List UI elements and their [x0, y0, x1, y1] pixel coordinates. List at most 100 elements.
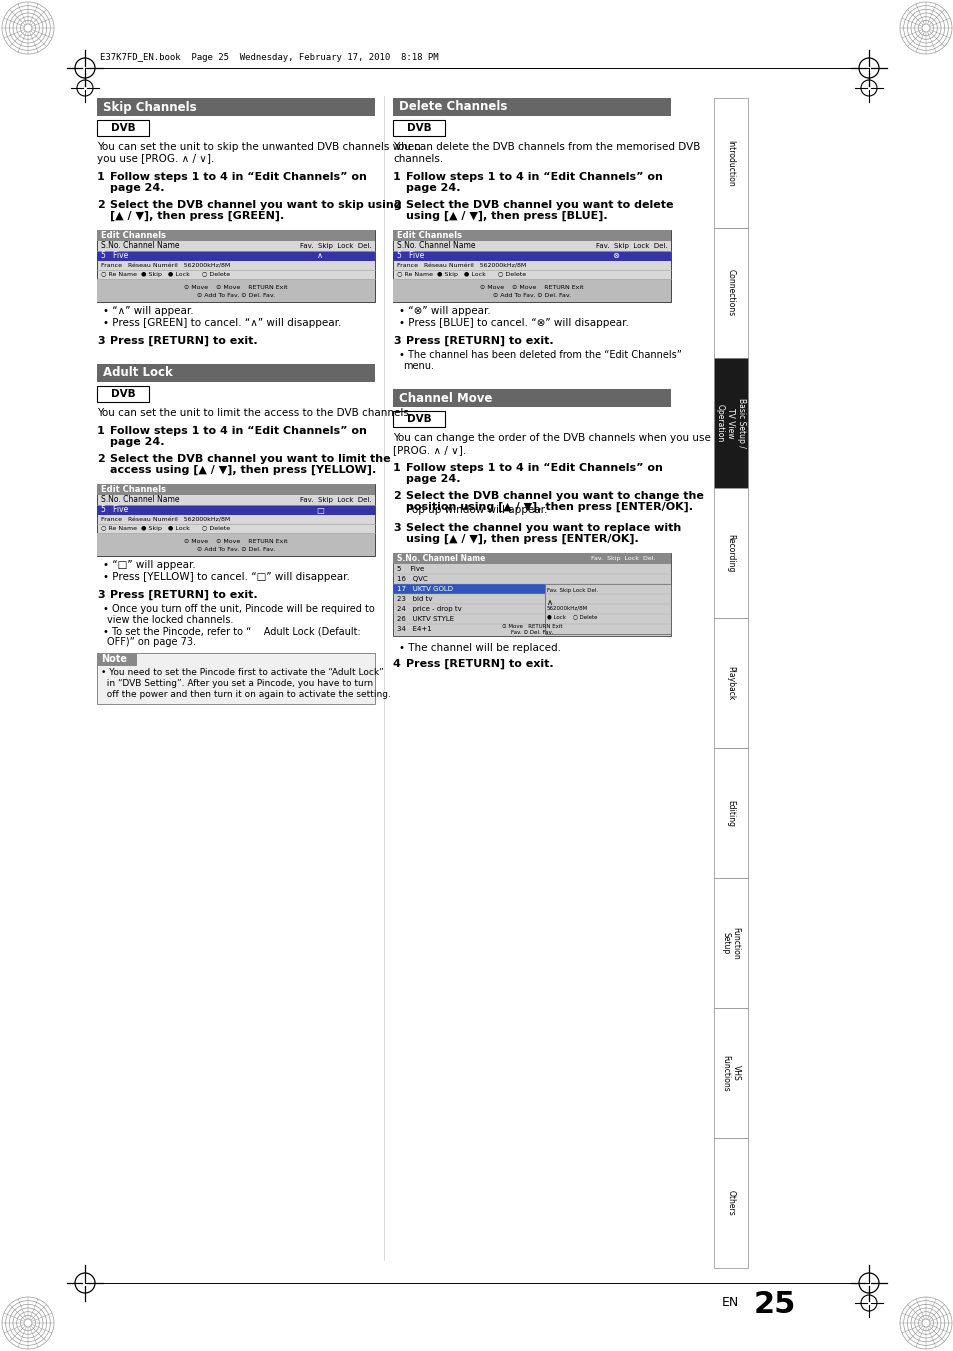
Text: Press [RETURN] to exit.: Press [RETURN] to exit.	[406, 336, 553, 346]
Text: using [▲ / ▼], then press [ENTER/OK].: using [▲ / ▼], then press [ENTER/OK].	[406, 534, 639, 544]
Text: Fav.  Skip  Lock  Del.: Fav. Skip Lock Del.	[596, 243, 667, 249]
Text: Fav.  Skip  Lock  Del.: Fav. Skip Lock Del.	[299, 497, 372, 503]
Bar	[97, 99, 375, 116]
Text: Select the DVB channel you want to limit the: Select the DVB channel you want to limit…	[110, 454, 390, 463]
Text: 2: 2	[97, 454, 105, 463]
Text: 5   Five: 5 Five	[396, 251, 424, 261]
Bar	[544, 584, 670, 634]
Text: 3: 3	[393, 523, 400, 534]
Text: 4: 4	[393, 659, 400, 669]
Text: EN: EN	[720, 1296, 738, 1309]
Text: ⊙ Add To Fav. ⊙ Del. Fav.: ⊙ Add To Fav. ⊙ Del. Fav.	[196, 547, 274, 553]
Text: • The channel has been deleted from the “Edit Channels”: • The channel has been deleted from the …	[398, 350, 681, 359]
Bar	[97, 505, 375, 515]
Text: Fav. Skip Lock Del.: Fav. Skip Lock Del.	[546, 588, 598, 593]
Text: 24   price - drop tv: 24 price - drop tv	[396, 607, 461, 612]
Text: page 24.: page 24.	[110, 436, 164, 447]
Text: ○ Re Name  ● Skip   ● Lock      ○ Delete: ○ Re Name ● Skip ● Lock ○ Delete	[101, 526, 230, 531]
Text: Edit Channels: Edit Channels	[101, 231, 166, 240]
Text: • “⊗” will appear.: • “⊗” will appear.	[398, 305, 490, 316]
Text: ○ Re Name  ● Skip   ● Lock      ○ Delete: ○ Re Name ● Skip ● Lock ○ Delete	[101, 272, 230, 277]
Bar	[713, 1008, 747, 1138]
Bar	[713, 617, 747, 748]
Text: • “∧” will appear.: • “∧” will appear.	[103, 305, 193, 316]
Text: • Press [GREEN] to cancel. “∧” will disappear.: • Press [GREEN] to cancel. “∧” will disa…	[103, 317, 341, 328]
Text: You can set the unit to skip the unwanted DVB channels when: You can set the unit to skip the unwante…	[97, 142, 420, 153]
Text: Select the DVB channel you want to delete: Select the DVB channel you want to delet…	[406, 200, 673, 209]
Bar	[713, 1138, 747, 1269]
Text: you use [PROG. ∧ / ∨].: you use [PROG. ∧ / ∨].	[97, 154, 214, 163]
Text: Press [RETURN] to exit.: Press [RETURN] to exit.	[406, 659, 553, 669]
Text: • Once you turn off the unit, Pincode will be required to: • Once you turn off the unit, Pincode wi…	[103, 604, 375, 613]
Bar	[393, 584, 544, 594]
Text: Follow steps 1 to 4 in “Edit Channels” on: Follow steps 1 to 4 in “Edit Channels” o…	[110, 426, 367, 436]
Text: Edit Channels: Edit Channels	[396, 231, 461, 240]
Bar	[97, 653, 375, 704]
Bar	[97, 251, 375, 261]
Bar	[97, 230, 375, 303]
Text: Connections: Connections	[726, 269, 735, 316]
Text: 5   Five: 5 Five	[101, 251, 128, 261]
Text: • “□” will appear.: • “□” will appear.	[103, 561, 195, 570]
Text: ⊙ Add To Fav. ⊙ Del. Fav.: ⊙ Add To Fav. ⊙ Del. Fav.	[196, 293, 274, 299]
Bar	[713, 748, 747, 878]
Text: You can change the order of the DVB channels when you use: You can change the order of the DVB chan…	[393, 434, 710, 443]
Text: ∧: ∧	[546, 598, 553, 607]
Text: DVB: DVB	[406, 123, 431, 132]
Text: Press [RETURN] to exit.: Press [RETURN] to exit.	[110, 590, 257, 600]
Text: 17   UKTV GOLD: 17 UKTV GOLD	[396, 586, 453, 592]
Bar	[713, 99, 747, 228]
Text: DVB: DVB	[111, 389, 135, 399]
Text: 1: 1	[393, 172, 400, 182]
Text: E37K7FD_EN.book  Page 25  Wednesday, February 17, 2010  8:18 PM: E37K7FD_EN.book Page 25 Wednesday, Febru…	[100, 53, 438, 62]
Text: S.No. Channel Name: S.No. Channel Name	[101, 242, 179, 250]
Text: Follow steps 1 to 4 in “Edit Channels” on: Follow steps 1 to 4 in “Edit Channels” o…	[110, 172, 367, 182]
Text: in “DVB Setting”. After you set a Pincode, you have to turn: in “DVB Setting”. After you set a Pincod…	[101, 680, 373, 688]
Text: Press [RETURN] to exit.: Press [RETURN] to exit.	[110, 336, 257, 346]
Bar	[393, 389, 670, 407]
Text: DVB: DVB	[406, 413, 431, 424]
Text: position using [▲ / ▼], then press [ENTER/OK].: position using [▲ / ▼], then press [ENTE…	[406, 503, 692, 512]
Text: Follow steps 1 to 4 in “Edit Channels” on: Follow steps 1 to 4 in “Edit Channels” o…	[406, 463, 662, 473]
Text: Edit Channels: Edit Channels	[101, 485, 166, 494]
Text: Note: Note	[101, 654, 127, 665]
Text: view the locked channels.: view the locked channels.	[107, 615, 233, 626]
Bar	[713, 228, 747, 358]
Text: channels.: channels.	[393, 154, 443, 163]
Text: Select the DVB channel you want to skip using: Select the DVB channel you want to skip …	[110, 200, 401, 209]
Bar	[393, 120, 444, 136]
Text: ∧: ∧	[316, 251, 323, 261]
Text: ○ Re Name  ● Skip   ● Lock      ○ Delete: ○ Re Name ● Skip ● Lock ○ Delete	[396, 272, 525, 277]
Text: 34   E4+1: 34 E4+1	[396, 626, 432, 632]
Text: 3: 3	[97, 590, 105, 600]
Text: ⊙ Move    ⊙ Move    RETURN Exit: ⊙ Move ⊙ Move RETURN Exit	[479, 285, 583, 290]
Bar	[97, 363, 375, 382]
Text: Recording: Recording	[726, 534, 735, 573]
Text: France   Réseau Numéril   562000kHz/8M: France Réseau Numéril 562000kHz/8M	[396, 263, 526, 267]
Text: OFF)” on page 73.: OFF)” on page 73.	[107, 638, 195, 647]
Bar	[713, 878, 747, 1008]
Text: Follow steps 1 to 4 in “Edit Channels” on: Follow steps 1 to 4 in “Edit Channels” o…	[406, 172, 662, 182]
Bar	[97, 534, 375, 557]
Bar	[393, 230, 670, 240]
Text: page 24.: page 24.	[406, 182, 460, 193]
Text: You can set the unit to limit the access to the DVB channels.: You can set the unit to limit the access…	[97, 408, 412, 417]
Text: Skip Channels: Skip Channels	[103, 100, 196, 113]
Text: Basic Setup /
TV View
Operation: Basic Setup / TV View Operation	[716, 399, 745, 449]
Text: page 24.: page 24.	[110, 182, 164, 193]
Text: Pop up window will appear.: Pop up window will appear.	[406, 505, 547, 515]
Text: 1: 1	[97, 172, 105, 182]
Bar	[393, 553, 670, 636]
Text: 16   QVC: 16 QVC	[396, 576, 427, 582]
Bar	[97, 386, 149, 403]
Text: Adult Lock: Adult Lock	[103, 366, 172, 380]
Bar	[393, 411, 444, 427]
Text: 2: 2	[393, 200, 400, 209]
Text: Channel Move: Channel Move	[398, 392, 492, 404]
Text: Fav.  Skip  Lock  Del.: Fav. Skip Lock Del.	[590, 557, 655, 561]
Text: ⊙ Add To Fav. ⊙ Del. Fav.: ⊙ Add To Fav. ⊙ Del. Fav.	[493, 293, 571, 299]
Text: Fav. ⊙ Del. Fav.: Fav. ⊙ Del. Fav.	[511, 630, 553, 635]
Text: S.No. Channel Name: S.No. Channel Name	[396, 242, 475, 250]
Text: Introduction: Introduction	[726, 139, 735, 186]
Text: 26   UKTV STYLE: 26 UKTV STYLE	[396, 616, 454, 621]
